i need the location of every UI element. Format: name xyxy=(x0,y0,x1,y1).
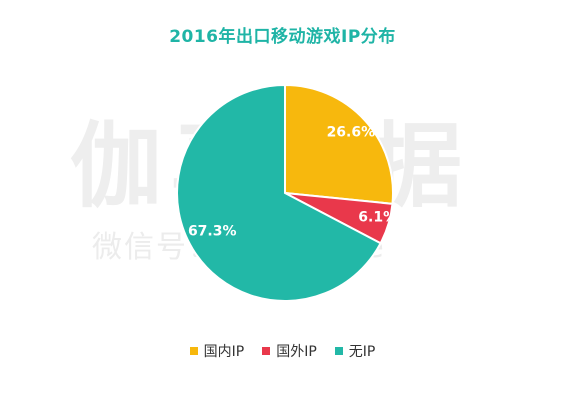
pie-slice-label-2: 6.1% xyxy=(358,209,397,225)
legend-label-no-ip: 无IP xyxy=(348,344,376,360)
legend-swatch-foreign-ip xyxy=(262,347,271,355)
chart-legend: 国内IP 国外IP 无IP xyxy=(0,341,565,361)
pie-slice-3 xyxy=(176,83,382,302)
pie-slice-label-3: 67.3% xyxy=(188,223,237,239)
chart-title: 2016年出口移动游戏IP分布 xyxy=(169,27,396,47)
legend-swatch-domestic-ip xyxy=(189,347,198,355)
legend-item-no-ip: 无IP xyxy=(334,341,376,361)
legend-label-domestic-ip: 国内IP xyxy=(203,344,245,360)
legend-label-foreign-ip: 国外IP xyxy=(276,344,317,360)
pie-labels: 26.6% 6.1% 67.3% xyxy=(188,125,397,240)
legend-item-domestic-ip: 国内IP xyxy=(189,341,245,361)
pie-slices xyxy=(176,83,394,302)
pie-slice-label-1: 26.6% xyxy=(327,125,376,141)
legend-item-foreign-ip: 国外IP xyxy=(262,341,317,361)
pie-slice-1 xyxy=(284,83,394,205)
legend-swatch-no-ip xyxy=(334,347,343,355)
